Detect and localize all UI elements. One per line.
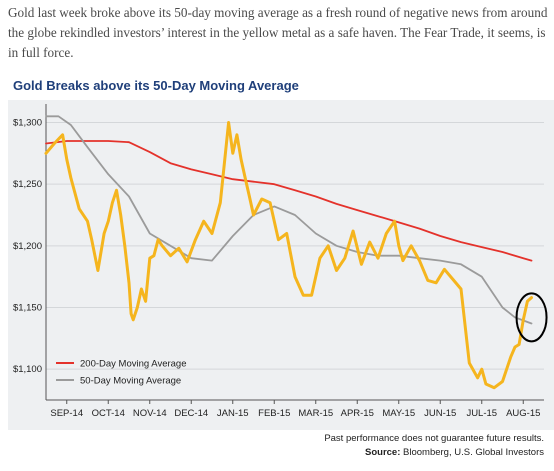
- gold-price-chart: $1,100 $1,150 $1,200 $1,250 $1,300 SEP-14 OCT-…: [13, 104, 548, 419]
- chart-title: Gold Breaks above its 50-Day Moving Aver…: [13, 78, 299, 93]
- x-tick-label: OCT-14: [92, 408, 125, 419]
- source-note: Source: Bloomberg, U.S. Global Investors: [144, 447, 544, 458]
- x-tick-label: FEB-15: [258, 408, 290, 419]
- annotation-circle: [515, 292, 548, 343]
- x-tick-label: JUL-15: [466, 408, 497, 419]
- x-tick-label: AUG-15: [506, 408, 540, 419]
- series-line-ma50: [45, 115, 533, 325]
- source-label: Source:: [365, 447, 401, 458]
- source-text: Bloomberg, U.S. Global Investors: [400, 447, 544, 458]
- x-tick-label: MAY-15: [382, 408, 415, 419]
- x-tick-label: JUN-15: [424, 408, 456, 419]
- x-tick-label: DEC-14: [174, 408, 208, 419]
- series-line-ma200: [45, 140, 533, 262]
- y-tick-label: $1,150: [13, 303, 42, 314]
- legend-label-ma200: 200-Day Moving Average: [80, 359, 187, 370]
- performance-disclaimer: Past performance does not guarantee futu…: [324, 433, 544, 444]
- x-tick-label: APR-15: [341, 408, 374, 419]
- x-tick-label: NOV-14: [133, 408, 167, 419]
- series-line-gold: [44, 121, 533, 390]
- y-tick-label: $1,200: [13, 241, 42, 252]
- legend-label-ma50: 50-Day Moving Average: [80, 376, 181, 387]
- y-tick-label: $1,100: [13, 364, 42, 375]
- y-tick-label: $1,300: [13, 118, 42, 129]
- x-tick-label: SEP-14: [50, 408, 83, 419]
- y-tick-label: $1,250: [13, 179, 42, 190]
- chart-panel: $1,100 $1,150 $1,200 $1,250 $1,300 SEP-14 OCT-…: [8, 100, 554, 430]
- x-tick-label: MAR-15: [298, 408, 333, 419]
- x-tick-label: JAN-15: [217, 408, 249, 419]
- intro-paragraph: Gold last week broke above its 50-day mo…: [8, 5, 548, 60]
